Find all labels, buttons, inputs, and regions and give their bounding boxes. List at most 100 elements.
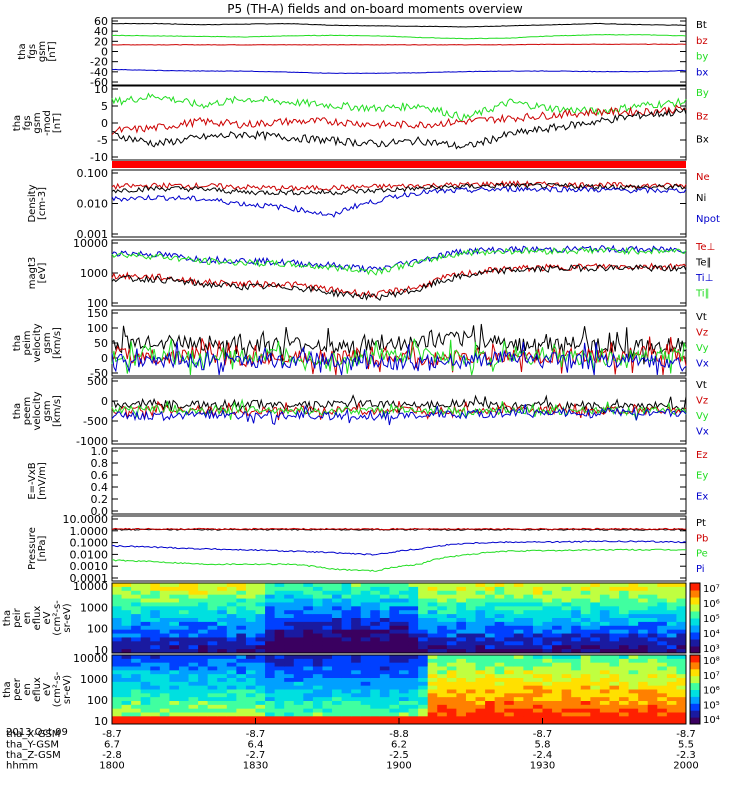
spectrogram-cell xyxy=(140,697,151,702)
spectrogram-cell xyxy=(360,693,371,698)
spectrogram-cell xyxy=(217,645,228,650)
spectrogram-cell xyxy=(408,720,419,725)
legend-ti∥: Ti∥ xyxy=(695,289,710,300)
legend-bx: bx xyxy=(696,67,708,78)
spectrogram-cell xyxy=(532,641,543,646)
spectrogram-cell xyxy=(312,670,323,675)
spectrogram-cell xyxy=(542,704,553,710)
spectrogram-cell xyxy=(485,678,496,683)
spectrogram-cell xyxy=(590,720,601,725)
spectrogram-cell xyxy=(178,629,190,635)
spectrogram-cell xyxy=(465,666,477,671)
spectrogram-cell xyxy=(312,610,323,615)
spectrogram-cell xyxy=(198,610,209,615)
spectrogram-cell xyxy=(532,674,543,679)
spectrogram-cell xyxy=(169,693,180,698)
spectrogram-cell xyxy=(571,618,582,623)
spectrogram-cell xyxy=(427,666,438,671)
spectrogram-cell xyxy=(255,629,266,635)
spectrogram-cell xyxy=(638,618,649,623)
spectrogram-cell xyxy=(666,674,677,679)
spectrogram-cell xyxy=(379,704,390,710)
spectrogram-cell xyxy=(360,602,371,607)
legend-pb: Pb xyxy=(696,533,708,544)
spectrogram-cell xyxy=(169,583,180,588)
spectrogram-cell xyxy=(312,629,323,635)
spectrogram-cell xyxy=(322,704,333,710)
spectrogram-cell xyxy=(140,662,151,667)
spectrogram-cell xyxy=(178,590,190,596)
spectrogram-cell xyxy=(666,602,677,607)
spectrogram-cell xyxy=(332,583,343,588)
spectrogram-cell xyxy=(389,586,400,592)
spectrogram-cell xyxy=(552,666,563,671)
spectrogram-cell xyxy=(322,629,333,635)
spectrogram-cell xyxy=(121,662,132,667)
colorbar-segment xyxy=(690,675,700,684)
spectrogram-cell xyxy=(552,606,563,611)
spectrogram-cell xyxy=(465,618,477,623)
spectrogram-cell xyxy=(666,658,677,664)
spectrogram-cell xyxy=(676,602,687,607)
spectrogram-cell xyxy=(599,681,610,687)
spectrogram-cell xyxy=(666,704,677,710)
spectrogram-cell xyxy=(485,633,496,638)
spectrogram-cell xyxy=(131,610,142,615)
spectrogram-cell xyxy=(446,610,457,615)
spectrogram-cell xyxy=(647,712,658,717)
spectrogram-cell xyxy=(255,662,266,667)
spectrogram-cell xyxy=(676,681,687,687)
spectrogram-cell xyxy=(475,602,486,607)
spectrogram-cell xyxy=(389,689,400,694)
spectrogram-cell xyxy=(245,666,256,671)
spectrogram-cell xyxy=(198,625,209,631)
spectrogram-cell xyxy=(532,594,543,600)
spectrogram-cell xyxy=(131,583,142,588)
spectrogram-cell xyxy=(207,633,218,638)
colorbar-frame xyxy=(689,654,701,725)
spectrogram-cell xyxy=(370,629,381,635)
spectrogram-cell xyxy=(131,678,142,683)
spectrogram-cell xyxy=(255,614,266,619)
spectrogram-cell xyxy=(198,666,209,671)
spectrogram-cell xyxy=(198,670,209,675)
spectrogram-cell xyxy=(619,712,630,717)
spectrogram-cell xyxy=(666,621,677,627)
spectrogram-cell xyxy=(494,629,505,635)
spectrogram-cell xyxy=(236,689,247,694)
spectrogram-cell xyxy=(666,712,677,717)
colorbar-label: 10³ xyxy=(703,644,720,655)
spectrogram-cell xyxy=(465,645,477,650)
spectrogram-cell xyxy=(341,637,352,642)
spectrogram-cell xyxy=(379,618,390,623)
spectrogram-cell xyxy=(303,658,314,664)
spectrogram-cell xyxy=(532,678,543,683)
spectrogram-cell xyxy=(159,618,170,623)
spectrogram-cell xyxy=(427,649,438,654)
y-axis-label: Pressure[nPa] xyxy=(27,527,48,570)
spectrogram-cell xyxy=(437,658,448,664)
spectrogram-cell xyxy=(657,649,668,654)
spectrogram-cell xyxy=(580,641,591,646)
spectrogram-cell xyxy=(552,598,563,603)
spectrogram-cell xyxy=(638,685,649,690)
spectrogram-cell xyxy=(676,583,687,588)
spectrogram-cell xyxy=(217,681,228,687)
spectrogram-cell xyxy=(284,637,295,642)
spectrogram-cell xyxy=(619,678,630,683)
colorbar-label: 10⁷ xyxy=(703,671,720,682)
spectrogram-cell xyxy=(485,716,496,721)
spectrogram-cell xyxy=(427,618,438,623)
spectrogram-cell xyxy=(571,678,582,683)
spectrogram-cell xyxy=(236,629,247,635)
spectrogram-cell xyxy=(312,674,323,679)
spectrogram-cell xyxy=(332,689,343,694)
spectrogram-cell xyxy=(657,645,668,650)
spectrogram-cell xyxy=(475,610,486,615)
spectrogram-cell xyxy=(504,674,515,679)
y-tick-label: -20 xyxy=(90,56,108,69)
spectrogram-cell xyxy=(532,716,543,721)
spectrogram-cell xyxy=(360,641,371,646)
y-tick-label: 50 xyxy=(94,337,108,350)
spectrogram-cell xyxy=(360,701,371,706)
